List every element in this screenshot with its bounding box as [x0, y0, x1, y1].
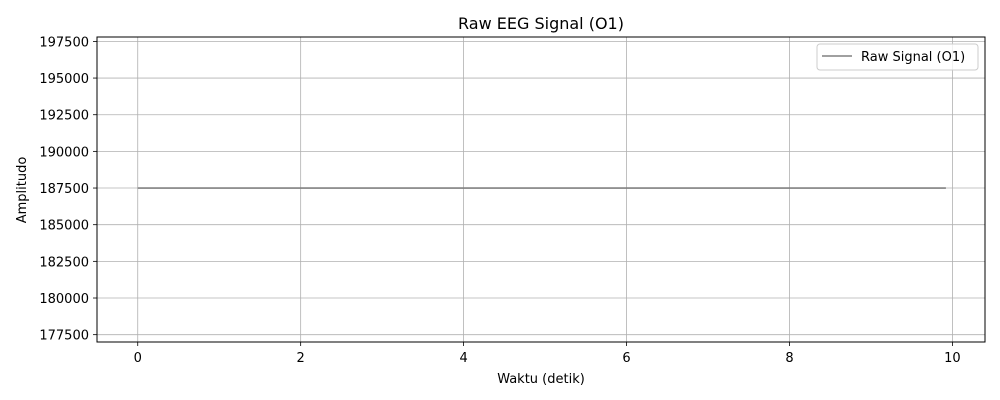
y-tick-label: 177500 [39, 329, 89, 344]
x-tick-label: 2 [297, 351, 305, 366]
x-axis-title: Waktu (detik) [497, 372, 585, 387]
legend-box [816, 43, 979, 71]
y-tick-label: 195000 [39, 72, 89, 87]
y-tick-label: 187500 [39, 182, 89, 197]
x-tick-label: 8 [785, 351, 793, 366]
x-tick-label: 0 [134, 351, 142, 366]
plot-frame [96, 36, 986, 343]
y-tick-label: 180000 [39, 292, 89, 307]
chart-title: Raw EEG Signal (O1) [458, 14, 624, 33]
y-tick-label: 185000 [39, 219, 89, 234]
x-tick-label: 10 [944, 351, 961, 366]
y-axis: 177500 180000 182500 185000 187500 190000 1925… [39, 35, 97, 344]
grid [97, 37, 985, 342]
x-tick-label: 4 [459, 351, 467, 366]
x-tick-label: 6 [622, 351, 630, 366]
y-tick-label: 197500 [39, 35, 89, 50]
legend: Raw Signal (O1) [816, 43, 979, 71]
y-tick-label: 192500 [39, 109, 89, 124]
y-axis-title: Amplitudo [15, 157, 30, 224]
y-tick-label: 190000 [39, 145, 89, 160]
x-axis: 0 2 4 6 8 10 [134, 342, 961, 366]
legend-label: Raw Signal (O1) [861, 50, 965, 65]
y-tick-label: 182500 [39, 255, 89, 270]
